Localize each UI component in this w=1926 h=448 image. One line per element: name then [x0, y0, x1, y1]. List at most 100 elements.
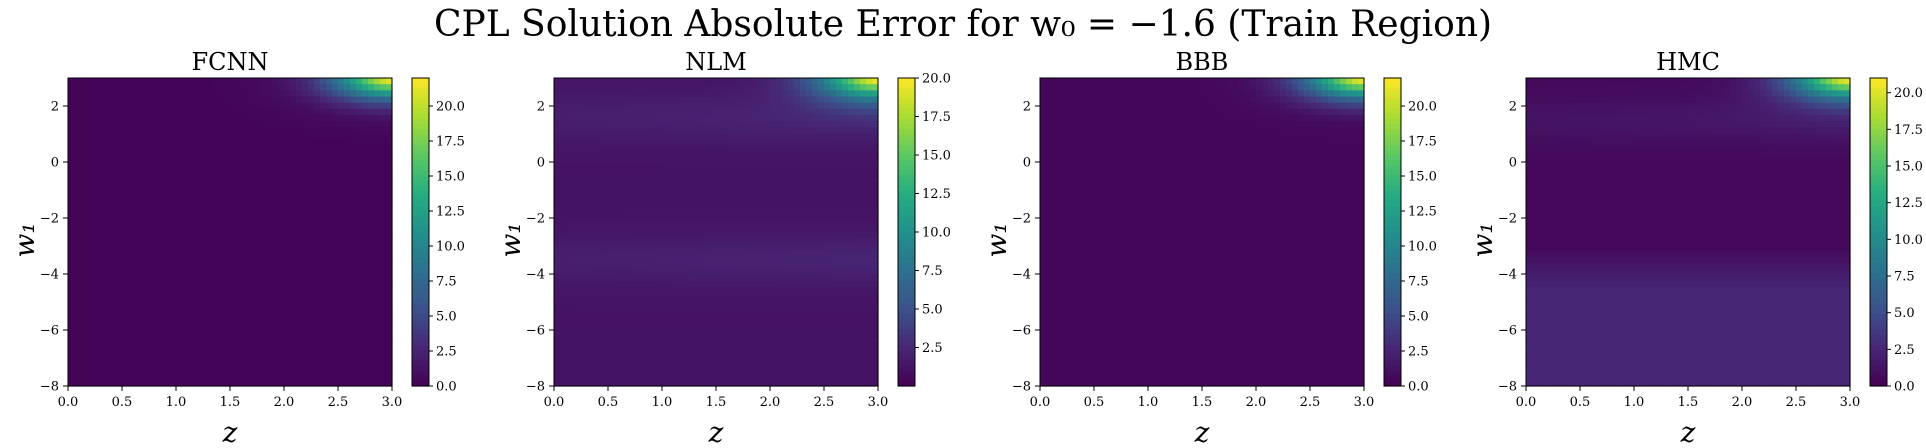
heatmap-cell — [188, 318, 195, 325]
heatmap-cell — [314, 324, 321, 332]
heatmap-cell — [356, 262, 363, 270]
heatmap-cell — [662, 256, 669, 264]
heatmap-cell — [80, 164, 87, 171]
heatmap-cell — [734, 225, 741, 233]
heatmap-cell — [326, 96, 333, 104]
heatmap-cell — [188, 188, 195, 196]
heatmap-cell — [320, 367, 327, 375]
heatmap-cell — [668, 361, 675, 369]
heatmap-cell — [248, 367, 255, 375]
heatmap-cell — [212, 108, 219, 116]
heatmap-cell — [764, 342, 771, 350]
x-axis-label: z — [222, 416, 238, 448]
heatmap-cell — [260, 373, 267, 381]
heatmap-cell — [674, 287, 681, 295]
heatmap-cell — [74, 195, 81, 202]
heatmap-cell — [806, 182, 813, 190]
heatmap-cell — [782, 213, 789, 221]
heatmap-cell — [800, 367, 807, 375]
heatmap-cell — [764, 299, 771, 307]
colorbar-step — [412, 293, 429, 300]
heatmap-cell — [182, 182, 189, 190]
colorbar-step — [412, 273, 429, 279]
heatmap-cell — [560, 108, 567, 116]
heatmap-cell — [734, 133, 741, 141]
heatmap-cell — [152, 281, 159, 289]
heatmap-cell — [566, 78, 573, 85]
heatmap-cell — [584, 133, 591, 141]
heatmap-cell — [374, 256, 381, 264]
heatmap-cell — [764, 349, 771, 356]
heatmap-cell — [632, 145, 639, 153]
heatmap-cell — [596, 250, 603, 258]
heatmap-cell — [698, 275, 705, 282]
heatmap-cell — [314, 207, 321, 215]
heatmap-cell — [320, 188, 327, 196]
heatmap-cell — [344, 268, 351, 276]
heatmap-cell — [662, 355, 669, 362]
heatmap-cell — [308, 238, 315, 245]
heatmap-cell — [182, 244, 189, 252]
heatmap-cell — [224, 90, 231, 98]
heatmap-cell — [338, 262, 345, 270]
heatmap-cell — [716, 373, 723, 381]
heatmap-cell — [800, 330, 807, 338]
heatmap-cell — [806, 244, 813, 252]
heatmap-cell — [254, 305, 261, 313]
heatmap-cell — [782, 244, 789, 252]
heatmap-cell — [644, 84, 651, 91]
heatmap-cell — [632, 318, 639, 325]
heatmap-cell — [704, 195, 711, 202]
heatmap-cell — [584, 244, 591, 252]
heatmap-cell — [308, 114, 315, 122]
heatmap-cell — [722, 312, 729, 319]
heatmap-cell — [770, 96, 777, 104]
heatmap-cell — [782, 367, 789, 375]
heatmap-cell — [128, 164, 135, 171]
heatmap-cell — [296, 262, 303, 270]
heatmap-cell — [758, 207, 765, 215]
heatmap-cell — [230, 367, 237, 375]
heatmap-cell — [242, 164, 249, 171]
heatmap-cell — [122, 207, 129, 215]
heatmap-cell — [176, 96, 183, 104]
heatmap-cell — [158, 281, 165, 289]
heatmap-cell — [320, 312, 327, 319]
heatmap-cell — [350, 195, 357, 202]
heatmap-cell — [338, 219, 345, 227]
heatmap-cell — [218, 287, 225, 295]
heatmap-cell — [242, 250, 249, 258]
heatmap-cell — [740, 188, 747, 196]
heatmap-cell — [152, 349, 159, 356]
heatmap-cell — [200, 176, 207, 184]
heatmap-cell — [782, 145, 789, 153]
heatmap-cell — [608, 355, 615, 362]
heatmap-cell — [614, 293, 621, 301]
heatmap-cell — [164, 84, 171, 91]
heatmap-cell — [182, 219, 189, 227]
heatmap-cell — [668, 219, 675, 227]
heatmap-cell — [176, 133, 183, 141]
heatmap-cell — [344, 318, 351, 325]
heatmap-cell — [350, 367, 357, 375]
heatmap-cell — [758, 281, 765, 289]
heatmap-cell — [362, 158, 369, 165]
colorbar-step — [412, 113, 429, 120]
heatmap-cell — [368, 293, 375, 301]
heatmap-cell — [662, 361, 669, 369]
heatmap-cell — [722, 108, 729, 116]
heatmap-cell — [182, 90, 189, 98]
heatmap-cell — [704, 256, 711, 264]
heatmap-cell — [194, 330, 201, 338]
heatmap-cell — [794, 90, 801, 98]
heatmap-cell — [734, 324, 741, 332]
heatmap-cell — [632, 170, 639, 178]
heatmap-cell — [140, 121, 147, 128]
heatmap-cell — [752, 139, 759, 147]
colorbar-step — [412, 170, 429, 177]
heatmap-cell — [362, 312, 369, 319]
heatmap-cell — [212, 145, 219, 153]
heatmap-cell — [164, 78, 171, 85]
heatmap-cell — [272, 349, 279, 356]
heatmap-cell — [362, 262, 369, 270]
